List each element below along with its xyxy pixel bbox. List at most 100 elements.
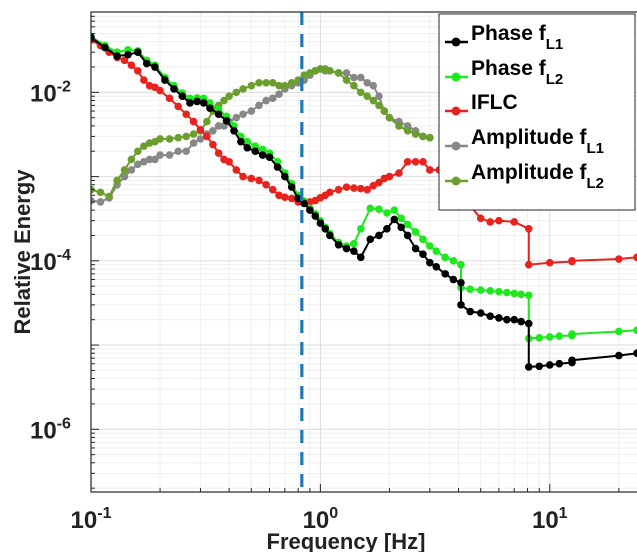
data-point bbox=[375, 231, 383, 240]
data-point bbox=[239, 172, 247, 181]
data-point bbox=[113, 52, 121, 60]
data-point bbox=[232, 166, 241, 174]
data-point bbox=[262, 96, 270, 105]
data-point bbox=[178, 92, 187, 101]
data-point bbox=[503, 315, 511, 324]
data-point bbox=[375, 101, 383, 110]
legend-swatch-marker bbox=[451, 176, 461, 186]
data-point bbox=[196, 135, 205, 143]
data-point bbox=[449, 257, 458, 265]
data-point bbox=[206, 104, 214, 112]
data-point bbox=[524, 260, 533, 269]
data-point bbox=[140, 142, 148, 150]
x-axis-label: Frequency [Hz] bbox=[267, 529, 426, 552]
data-point bbox=[615, 255, 623, 263]
data-point bbox=[237, 137, 245, 146]
data-point bbox=[466, 285, 475, 294]
data-point bbox=[101, 43, 109, 52]
data-point bbox=[334, 185, 343, 194]
legend-swatch-marker bbox=[451, 106, 461, 116]
data-point bbox=[281, 81, 289, 90]
data-point bbox=[419, 235, 427, 244]
legend-label: Phase fL2 bbox=[471, 57, 563, 88]
data-point bbox=[203, 132, 211, 141]
data-point bbox=[449, 275, 458, 284]
data-point bbox=[151, 155, 159, 164]
data-point bbox=[380, 107, 389, 115]
data-point bbox=[503, 288, 511, 297]
data-point bbox=[334, 69, 343, 77]
data-point bbox=[189, 139, 198, 147]
data-point bbox=[350, 81, 358, 90]
data-point bbox=[243, 137, 252, 146]
data-point bbox=[403, 220, 412, 229]
legend-entry[interactable]: Phase fL2 bbox=[445, 57, 563, 88]
data-point bbox=[555, 359, 564, 368]
data-point bbox=[294, 76, 302, 84]
y-axis-label: Relative Energy bbox=[10, 169, 35, 335]
data-point bbox=[91, 33, 95, 42]
data-point bbox=[390, 215, 399, 224]
data-point bbox=[366, 204, 375, 213]
data-point bbox=[555, 332, 564, 340]
data-point bbox=[363, 92, 372, 101]
data-point bbox=[156, 135, 164, 143]
data-point bbox=[127, 61, 136, 70]
data-point bbox=[457, 260, 465, 269]
legend-entry[interactable]: Amplitude fL1 bbox=[445, 126, 604, 157]
data-point bbox=[383, 209, 391, 217]
data-point bbox=[411, 157, 420, 166]
data-point bbox=[363, 78, 372, 87]
data-point bbox=[441, 253, 449, 262]
data-point bbox=[209, 126, 217, 135]
series-amplitude-f-l2 bbox=[91, 65, 434, 201]
x-tick-label: 100 bbox=[303, 505, 339, 534]
data-point bbox=[517, 317, 525, 326]
legend-label: Amplitude fL1 bbox=[471, 126, 604, 157]
data-point bbox=[385, 172, 394, 181]
data-point bbox=[342, 76, 351, 84]
data-point bbox=[342, 183, 351, 191]
data-point bbox=[258, 145, 267, 154]
data-point bbox=[232, 88, 241, 97]
data-point bbox=[426, 258, 434, 267]
data-point bbox=[369, 96, 378, 105]
data-point bbox=[369, 181, 378, 190]
legend-label: IFLC bbox=[471, 91, 518, 114]
data-point bbox=[403, 157, 412, 166]
data-point bbox=[426, 133, 434, 142]
legend-entry[interactable]: Phase fL1 bbox=[445, 22, 563, 53]
legend[interactable]: Phase fL1 Phase fL2 IFLC Amplitude fL1 Ampli… bbox=[438, 13, 636, 211]
data-point bbox=[432, 262, 441, 271]
data-point bbox=[170, 85, 178, 93]
data-point bbox=[342, 69, 351, 77]
legend-swatch-marker bbox=[451, 141, 461, 151]
data-point bbox=[96, 188, 105, 197]
data-point bbox=[366, 235, 375, 244]
data-point bbox=[419, 250, 427, 258]
data-point bbox=[120, 56, 129, 65]
data-point bbox=[383, 224, 391, 233]
data-point bbox=[268, 94, 277, 103]
data-point bbox=[524, 319, 533, 328]
data-point bbox=[545, 333, 554, 341]
legend-entry[interactable]: Amplitude fL2 bbox=[445, 161, 604, 192]
data-point bbox=[466, 307, 475, 316]
series-phase-f-l1 bbox=[91, 33, 637, 371]
x-tick-label: 101 bbox=[532, 505, 568, 534]
data-point bbox=[165, 94, 174, 103]
data-point bbox=[300, 71, 309, 79]
series-layer bbox=[91, 32, 637, 371]
data-point bbox=[411, 244, 420, 253]
data-point bbox=[262, 78, 270, 87]
data-point bbox=[306, 206, 314, 214]
data-point bbox=[268, 185, 277, 194]
y-tick-label: 10-2 bbox=[30, 78, 71, 107]
data-point bbox=[356, 224, 365, 233]
data-point bbox=[411, 228, 420, 236]
data-point bbox=[326, 188, 334, 197]
data-point bbox=[545, 361, 554, 369]
data-point bbox=[419, 157, 427, 166]
legend-entry[interactable]: IFLC bbox=[445, 91, 518, 116]
data-point bbox=[411, 130, 420, 138]
